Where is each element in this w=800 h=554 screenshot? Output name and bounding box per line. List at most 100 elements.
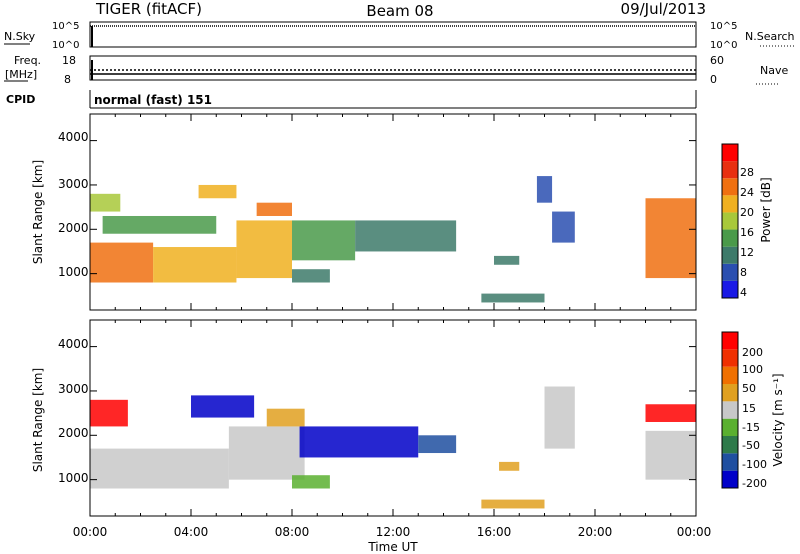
xtick-1600: 16:00 — [477, 525, 512, 539]
xtick-2400: 00:00 — [677, 525, 712, 539]
nsearch-tick-bottom: 10^0 — [710, 40, 737, 51]
velocity-colorbar-swatch-7 — [722, 349, 738, 367]
freq-tick-bottom: 8 — [64, 73, 71, 86]
nsky-tick-bottom: 10^0 — [52, 40, 79, 51]
date-label: 09/Jul/2013 — [621, 0, 706, 18]
vel-cbar-tick-m15: -15 — [742, 421, 760, 434]
nsky-panel: N.Sky 10^5 10^0 10^5 10^0 N.Search — [4, 21, 796, 51]
freq-tick-top: 18 — [62, 54, 76, 67]
xtick-1200: 12:00 — [376, 525, 411, 539]
velocity-cell-12 — [645, 404, 696, 422]
power-cell-8 — [102, 215, 217, 234]
velocity-cell-10 — [544, 386, 575, 449]
velocity-ylabel: Slant Range [km] — [31, 368, 45, 472]
power-cell-5 — [355, 220, 457, 252]
velocity-colorbar-frame — [721, 331, 739, 489]
power-colorbar-swatch-4 — [722, 212, 738, 230]
velocity-cell-11 — [645, 430, 696, 480]
velocity-ytick-2000: 2000 — [58, 426, 89, 440]
power-cbar-tick-12: 12 — [740, 246, 754, 259]
freq-nave-panel: Freq. [MHz] 18 8 60 0 Nave — [4, 54, 788, 86]
power-colorbar-swatch-6 — [722, 178, 738, 196]
nsky-tick-top: 10^5 — [52, 21, 79, 32]
power-cell-2 — [236, 220, 292, 279]
cpid-label: CPID — [6, 93, 35, 106]
power-ytick-2000: 2000 — [58, 221, 89, 235]
velocity-colorbar-swatch-6 — [722, 366, 738, 384]
power-cbar-tick-16: 16 — [740, 226, 754, 239]
power-colorbar-label: Power [dB] — [759, 177, 773, 242]
velocity-ytick-4000: 4000 — [58, 337, 89, 351]
velocity-cell-9 — [499, 461, 520, 471]
power-cell-0 — [90, 242, 154, 283]
power-cell-11 — [536, 176, 553, 203]
velocity-cell-8 — [481, 499, 545, 509]
velocity-colorbar-swatch-2 — [722, 436, 738, 454]
freq-unit: [MHz] — [5, 68, 37, 81]
velocity-cell-6 — [90, 399, 128, 427]
power-colorbar-swatch-7 — [722, 161, 738, 179]
xtick-0800: 08:00 — [275, 525, 310, 539]
vel-cbar-tick-100: 100 — [742, 363, 763, 376]
velocity-colorbar-swatch-1 — [722, 453, 738, 471]
power-colorbar-swatch-0 — [722, 280, 738, 298]
power-cell-14 — [645, 198, 696, 279]
xlabel: Time UT — [367, 540, 418, 554]
velocity-ytick-3000: 3000 — [58, 382, 89, 396]
vel-cbar-tick-m200: -200 — [742, 477, 767, 490]
power-cell-7 — [90, 193, 121, 212]
velocity-panel: Slant Range [km] 4000 3000 2000 1000 Vel… — [31, 319, 785, 517]
power-colorbar-swatch-3 — [722, 229, 738, 247]
vel-cbar-tick-15: 15 — [742, 402, 756, 415]
beam-label: Beam 08 — [366, 2, 433, 20]
vel-cbar-tick-50: 50 — [742, 382, 756, 395]
velocity-cell-1 — [228, 426, 305, 480]
velocity-colorbar-swatch-3 — [722, 418, 738, 436]
power-colorbar-swatch-5 — [722, 195, 738, 213]
vel-cbar-tick-200: 200 — [742, 346, 763, 359]
velocity-colorbar-label: Velocity [m s⁻¹] — [771, 373, 785, 466]
power-cell-6 — [292, 269, 330, 283]
power-ylabel: Slant Range [km] — [31, 160, 45, 264]
power-colorbar-swatch-2 — [722, 246, 738, 264]
power-cbar-tick-4: 4 — [740, 286, 747, 299]
velocity-cell-7 — [292, 475, 330, 489]
power-cell-4 — [292, 220, 356, 261]
power-cbar-tick-20: 20 — [740, 206, 754, 219]
velocity-cell-2 — [299, 426, 419, 458]
xtick-0000: 00:00 — [73, 525, 108, 539]
power-colorbar-swatch-1 — [722, 263, 738, 281]
x-axis: 00:00 04:00 08:00 12:00 16:00 20:00 00:0… — [73, 525, 712, 554]
vel-cbar-tick-m50: -50 — [742, 439, 760, 452]
nsky-label: N.Sky — [4, 30, 36, 43]
power-panel: Slant Range [km] 4000 3000 2000 1000 Pow… — [31, 113, 773, 311]
power-ytick-1000: 1000 — [58, 265, 89, 279]
nave-tick-bottom: 0 — [710, 73, 717, 86]
power-ytick-4000: 4000 — [58, 130, 89, 144]
velocity-cell-5 — [266, 408, 305, 427]
power-cbar-tick-8: 8 — [740, 266, 747, 279]
power-cell-10 — [481, 293, 545, 303]
nsearch-label: N.Search — [745, 30, 795, 43]
xtick-0400: 04:00 — [174, 525, 209, 539]
power-cell-9 — [198, 184, 237, 199]
nave-tick-top: 60 — [710, 54, 724, 67]
velocity-colorbar-swatch-4 — [722, 401, 738, 419]
velocity-colorbar-swatch-8 — [722, 332, 738, 350]
velocity-ytick-1000: 1000 — [58, 471, 89, 485]
power-cbar-tick-28: 28 — [740, 166, 754, 179]
power-cell-3 — [256, 202, 292, 216]
velocity-cell-3 — [418, 435, 457, 454]
power-cell-1 — [153, 247, 237, 283]
vel-cbar-tick-m100: -100 — [742, 458, 767, 471]
velocity-cell-0 — [90, 448, 229, 489]
radar-title: TIGER (fitACF) — [95, 0, 202, 18]
freq-label: Freq. — [14, 54, 41, 67]
nave-label: Nave — [760, 64, 788, 77]
velocity-cell-4 — [191, 395, 255, 418]
power-cell-12 — [552, 211, 575, 243]
power-colorbar-swatch-8 — [722, 144, 738, 162]
power-cbar-tick-24: 24 — [740, 186, 754, 199]
power-cell-13 — [494, 255, 520, 265]
xtick-2000: 20:00 — [578, 525, 613, 539]
